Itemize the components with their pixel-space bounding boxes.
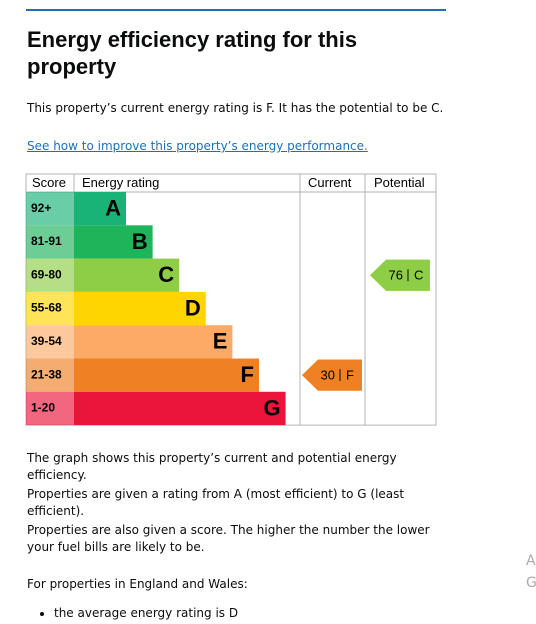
heading: Energy efficiency rating for this proper…	[27, 27, 358, 79]
band-letter: B	[132, 229, 148, 254]
band-letter: A	[105, 195, 121, 220]
current-rating: F	[346, 368, 354, 383]
top-rule	[26, 9, 446, 11]
score-cell	[26, 325, 74, 359]
band-score: 39-54	[31, 334, 62, 348]
band-score: 1-20	[31, 401, 55, 415]
bullet: the average energy rating is D	[54, 606, 238, 620]
band-score: 92+	[31, 201, 51, 215]
score-cell	[26, 358, 74, 392]
band-bar	[74, 358, 259, 392]
current-arrow	[302, 359, 362, 391]
potential-arrow	[370, 259, 430, 291]
band-bar	[74, 258, 180, 292]
potential-score: 76	[389, 268, 403, 283]
band-letter: F	[241, 362, 254, 387]
score-cell	[26, 225, 74, 259]
score-cell	[26, 258, 74, 292]
column-header: Energy rating	[82, 175, 159, 190]
band-bar	[74, 391, 286, 426]
paragraph: For properties in England and Wales:	[27, 577, 248, 591]
paragraph: Properties are given a rating from A (mo…	[27, 487, 405, 518]
score-cell	[26, 391, 74, 426]
band-letter: D	[185, 295, 201, 320]
band-score: 69-80	[31, 267, 62, 281]
column-header: Potential	[374, 175, 425, 190]
band-bar	[74, 192, 126, 226]
edge-text: A	[526, 553, 536, 569]
bullet-list: the average energy rating is D	[27, 606, 238, 620]
column-header: Score	[32, 175, 66, 190]
edge-text: G	[526, 575, 536, 591]
band-bar	[74, 325, 233, 359]
band-score: 81-91	[31, 234, 62, 248]
score-cell	[26, 192, 74, 226]
summary: This property’s current energy rating is…	[27, 101, 444, 115]
band-letter: G	[263, 395, 280, 420]
score-cell	[26, 291, 74, 326]
paragraph: Properties are also given a score. The h…	[27, 523, 430, 554]
paragraph: The graph shows this property’s current …	[27, 451, 397, 482]
band-score: 55-68	[31, 301, 62, 315]
epc-graph: Score Energy rating Current Potential 92+ A 81…	[25, 173, 437, 426]
improve-link[interactable]: See how to improve this property’s energ…	[27, 139, 368, 153]
current-score: 30	[321, 368, 335, 383]
band-score: 21-38	[31, 367, 62, 381]
band-bar	[74, 225, 153, 259]
band-letter: C	[158, 262, 174, 287]
band-letter: E	[213, 329, 228, 354]
column-header: Current	[308, 175, 352, 190]
potential-rating: C	[414, 268, 423, 283]
band-bar	[74, 291, 206, 326]
